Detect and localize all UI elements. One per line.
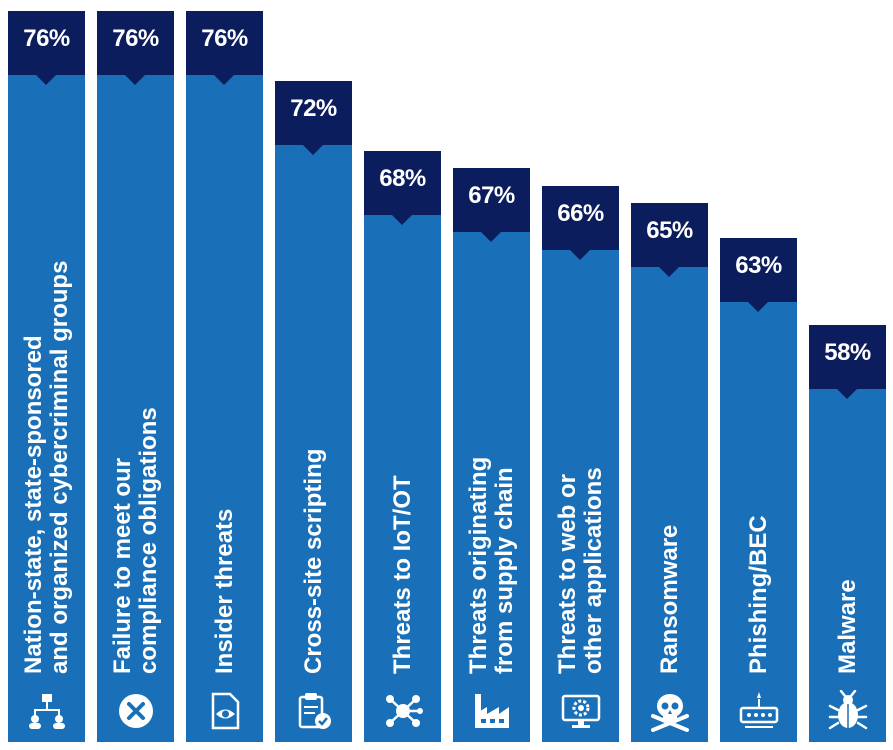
value-cap-pointer <box>748 302 768 312</box>
skull-crossbones-icon <box>649 690 691 732</box>
factory-icon <box>471 690 513 732</box>
bar: 68% Threats to IoT/OT <box>364 151 441 742</box>
category-label-line: Malware <box>834 579 861 674</box>
value-label: 58% <box>824 339 871 366</box>
eye-document-icon <box>204 690 246 732</box>
category-label-line: Threats originating <box>465 456 492 674</box>
category-label: Failure to meet our compliance obligation… <box>109 407 162 674</box>
category-label-line: Threats to web or <box>554 473 581 674</box>
category-label: Insider threats <box>211 508 238 674</box>
bug-icon <box>827 690 869 732</box>
value-cap-pointer <box>125 75 145 85</box>
bar: 76% Insider threats <box>186 11 263 742</box>
category-label-line: Insider threats <box>211 508 238 674</box>
org-chart-icon <box>26 690 68 732</box>
value-cap: 72% <box>275 81 352 145</box>
category-label: Threats to IoT/OT <box>389 475 416 674</box>
monitor-gear-icon <box>560 690 602 732</box>
value-cap: 65% <box>631 203 708 267</box>
value-label: 76% <box>23 25 70 52</box>
value-cap: 67% <box>453 168 530 232</box>
value-label: 68% <box>379 165 426 192</box>
category-label: Ransomware <box>656 524 683 674</box>
value-cap-pointer <box>303 145 323 155</box>
value-cap: 68% <box>364 151 441 215</box>
value-label: 76% <box>201 25 248 52</box>
x-circle-icon <box>115 690 157 732</box>
value-label: 66% <box>557 200 604 227</box>
password-alert-icon <box>738 690 780 732</box>
bar: 65% Ransomware <box>631 203 708 742</box>
value-cap: 76% <box>97 11 174 75</box>
value-cap: 76% <box>186 11 263 75</box>
value-cap-pointer <box>214 75 234 85</box>
bar: 66% Threats to web or other applications <box>542 186 619 742</box>
bar: 76% Failure to meet our compliance obligat… <box>97 11 174 742</box>
category-label: Nation-state, state-sponsored and organiz… <box>20 260 73 674</box>
bar: 67% Threats originating from supply chain <box>453 168 530 742</box>
category-label: Cross-site scripting <box>300 448 327 674</box>
category-label-line: and organized cybercriminal groups <box>46 260 73 674</box>
value-cap: 58% <box>809 325 886 389</box>
bar: 63% Phishing/BEC <box>720 238 797 742</box>
network-hub-icon <box>382 690 424 732</box>
category-label-line: Phishing/BEC <box>745 515 772 674</box>
bar: 72% Cross-site scripting <box>275 81 352 742</box>
value-label: 76% <box>112 25 159 52</box>
value-label: 65% <box>646 217 693 244</box>
category-label-line: Cross-site scripting <box>300 448 327 674</box>
category-label-line: Nation-state, state-sponsored <box>20 335 47 674</box>
category-label: Threats originating from supply chain <box>465 456 518 674</box>
clipboard-check-icon <box>293 690 335 732</box>
category-label-line: Failure to meet our <box>109 457 136 674</box>
category-label: Phishing/BEC <box>745 515 772 674</box>
value-cap: 66% <box>542 186 619 250</box>
value-cap-pointer <box>659 267 679 277</box>
value-cap-pointer <box>837 389 857 399</box>
value-label: 67% <box>468 182 515 209</box>
category-label-line: compliance obligations <box>135 407 162 674</box>
value-cap: 76% <box>8 11 85 75</box>
value-label: 63% <box>735 252 782 279</box>
category-label-line: Ransomware <box>656 524 683 674</box>
value-cap: 63% <box>720 238 797 302</box>
category-label-line: from supply chain <box>491 467 518 674</box>
value-label: 72% <box>290 95 337 122</box>
bar: 58% Malware <box>809 325 886 742</box>
value-cap-pointer <box>481 232 501 242</box>
value-cap-pointer <box>392 215 412 225</box>
category-label-line: other applications <box>580 467 607 674</box>
value-cap-pointer <box>36 75 56 85</box>
category-label: Malware <box>834 579 861 674</box>
category-label-line: Threats to IoT/OT <box>389 475 416 674</box>
category-label: Threats to web or other applications <box>554 467 607 674</box>
value-cap-pointer <box>570 250 590 260</box>
bar: 76% Nation-state, state-sponsored and orga… <box>8 11 85 742</box>
